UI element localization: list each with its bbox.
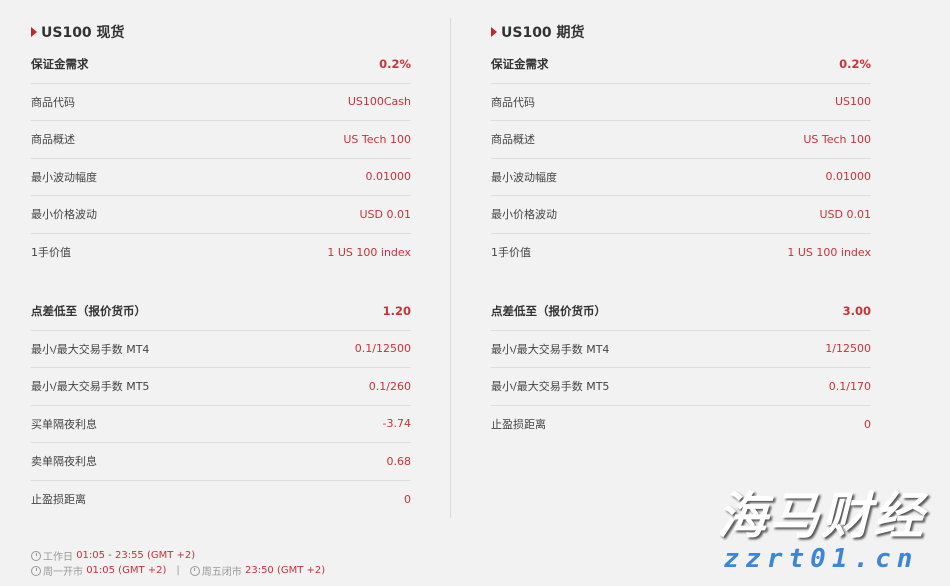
spec-row: 商品概述 US Tech 100 — [491, 121, 871, 159]
spec-row: 商品代码 US100Cash — [31, 84, 411, 121]
spec-label: 最小/最大交易手数 MT5 — [31, 380, 150, 394]
spec-value: 0 — [404, 492, 411, 506]
spec-row: 最小价格波动 USD 0.01 — [31, 196, 411, 234]
spec-row: 最小/最大交易手数 MT4 0.1/12500 — [31, 331, 411, 368]
spec-value: 1.20 — [382, 304, 411, 319]
spec-value: US100 — [834, 95, 871, 109]
spot-title: US100 现货 — [31, 18, 411, 46]
spec-row: 最小/最大交易手数 MT4 1/12500 — [491, 331, 871, 368]
spec-row: 1手价值 1 US 100 index — [491, 234, 871, 272]
spec-label: 最小价格波动 — [31, 208, 97, 222]
futures-trading: 点差低至（报价货币） 3.00 最小/最大交易手数 MT4 1/12500 最小/最大交… — [491, 293, 871, 443]
spec-label: 商品概述 — [491, 133, 535, 147]
spec-value: US100Cash — [347, 95, 411, 109]
spec-row: 商品代码 US100 — [491, 84, 871, 121]
spec-value: 1 US 100 index — [327, 245, 411, 259]
spec-value: -3.74 — [382, 417, 411, 431]
triangle-icon — [491, 27, 497, 37]
spot-specs: 保证金需求 0.2% 商品代码 US100Cash 商品概述 US Tech 100 最小波… — [31, 46, 411, 271]
spec-label: 最小波动幅度 — [491, 170, 557, 184]
spec-label: 最小/最大交易手数 MT4 — [31, 342, 150, 356]
watermark-url: zzrt01.cn — [723, 544, 919, 574]
spec-row: 最小/最大交易手数 MT5 0.1/260 — [31, 368, 411, 406]
futures-title: US100 期货 — [491, 18, 871, 46]
clock-icon — [31, 565, 41, 576]
spec-label: 点差低至（报价货币） — [491, 304, 606, 319]
spec-value: 0.01000 — [825, 170, 872, 184]
spec-label: 买单隔夜利息 — [31, 417, 97, 431]
friday-label: 周五闭市 — [201, 567, 242, 578]
spec-row: 买单隔夜利息 -3.74 — [31, 406, 411, 443]
spec-row: 商品概述 US Tech 100 — [31, 121, 411, 159]
spec-label: 止盈损距离 — [491, 418, 546, 432]
watermark-text: 海马财经 — [717, 487, 925, 545]
spec-value: 0.68 — [386, 454, 412, 468]
spec-label: 1手价值 — [491, 246, 531, 260]
spec-value: USD 0.01 — [359, 207, 412, 221]
spec-label: 保证金需求 — [31, 57, 89, 72]
spot-panel: US100 现货 保证金需求 0.2% 商品代码 US100Cash 商品概述 US Te… — [31, 18, 411, 518]
friday-value: 23:50 (GMT +2) — [244, 565, 326, 576]
separator: | — [176, 565, 180, 576]
monday-value: 01:05 (GMT +2) — [86, 565, 167, 576]
spec-row: 最小波动幅度 0.01000 — [31, 159, 412, 196]
futures-specs: 保证金需求 0.2% 商品代码 US100 商品概述 US Tech 100 最小波动幅度 0… — [491, 46, 871, 271]
spec-value: USD 0.01 — [819, 207, 872, 221]
spec-label: 最小波动幅度 — [31, 170, 97, 184]
spec-label: 商品代码 — [31, 95, 75, 109]
spec-value: 3.00 — [842, 304, 871, 319]
watermark-logo: 海马财经 zzrt01.cn — [696, 488, 946, 574]
spec-row: 点差低至（报价货币） 3.00 — [491, 293, 871, 331]
spec-value: 0.2% — [839, 57, 871, 72]
spec-value: 0 — [864, 417, 871, 431]
triangle-icon — [31, 27, 37, 37]
spec-label: 点差低至（报价货币） — [31, 304, 146, 319]
clock-icon — [31, 550, 41, 561]
spec-label: 商品代码 — [491, 95, 535, 109]
spot-title-text: US100 现货 — [41, 25, 125, 41]
spec-row: 保证金需求 0.2% — [491, 46, 871, 84]
spec-value: 0.1/12500 — [354, 342, 411, 356]
spec-value: 1/12500 — [825, 342, 871, 356]
spec-label: 最小价格波动 — [491, 208, 557, 222]
workday-label: 工作日 — [43, 552, 73, 563]
spec-value: US Tech 100 — [803, 132, 871, 146]
spec-value: 0.1/170 — [828, 379, 871, 393]
week-hours: 周一开市 01:05 (GMT +2) | 周五闭市 23:50 (GMT +2… — [31, 563, 325, 578]
workday-hours: 工作日 01:05 - 23:55 (GMT +2) — [31, 548, 195, 563]
spec-label: 最小/最大交易手数 MT4 — [491, 342, 610, 356]
spec-label: 1手价值 — [31, 246, 71, 260]
futures-title-text: US100 期货 — [501, 25, 585, 41]
spec-value: 0.1/260 — [368, 379, 411, 393]
spec-value: US Tech 100 — [343, 132, 411, 146]
spec-label: 商品概述 — [31, 133, 75, 147]
spec-row: 1手价值 1 US 100 index — [31, 234, 411, 272]
spec-value: 0.2% — [379, 57, 411, 72]
spec-label: 保证金需求 — [491, 57, 549, 72]
spec-value: 0.01000 — [365, 170, 412, 184]
spec-value: 1 US 100 index — [787, 245, 871, 259]
spec-row: 最小波动幅度 0.01000 — [491, 159, 872, 196]
spec-label: 卖单隔夜利息 — [31, 455, 97, 469]
monday-label: 周一开市 — [43, 567, 83, 578]
spec-row: 点差低至（报价货币） 1.20 — [31, 293, 411, 331]
spot-trading: 点差低至（报价货币） 1.20 最小/最大交易手数 MT4 0.1/12500 最小/最… — [31, 293, 411, 518]
spec-row: 止盈损距离 0 — [491, 406, 871, 444]
futures-panel: US100 期货 保证金需求 0.2% 商品代码 US100 商品概述 US Tech 1… — [491, 18, 871, 443]
spec-label: 最小/最大交易手数 MT5 — [491, 380, 610, 394]
spec-row: 最小/最大交易手数 MT5 0.1/170 — [491, 368, 871, 406]
spec-row: 卖单隔夜利息 0.68 — [31, 443, 411, 481]
spec-label: 止盈损距离 — [31, 493, 86, 507]
spec-row: 最小价格波动 USD 0.01 — [491, 196, 871, 234]
workday-value: 01:05 - 23:55 (GMT +2) — [76, 550, 196, 561]
spec-row: 止盈损距离 0 — [31, 481, 411, 519]
clock-icon — [189, 565, 200, 576]
column-divider — [450, 18, 451, 518]
spec-row: 保证金需求 0.2% — [31, 46, 411, 84]
